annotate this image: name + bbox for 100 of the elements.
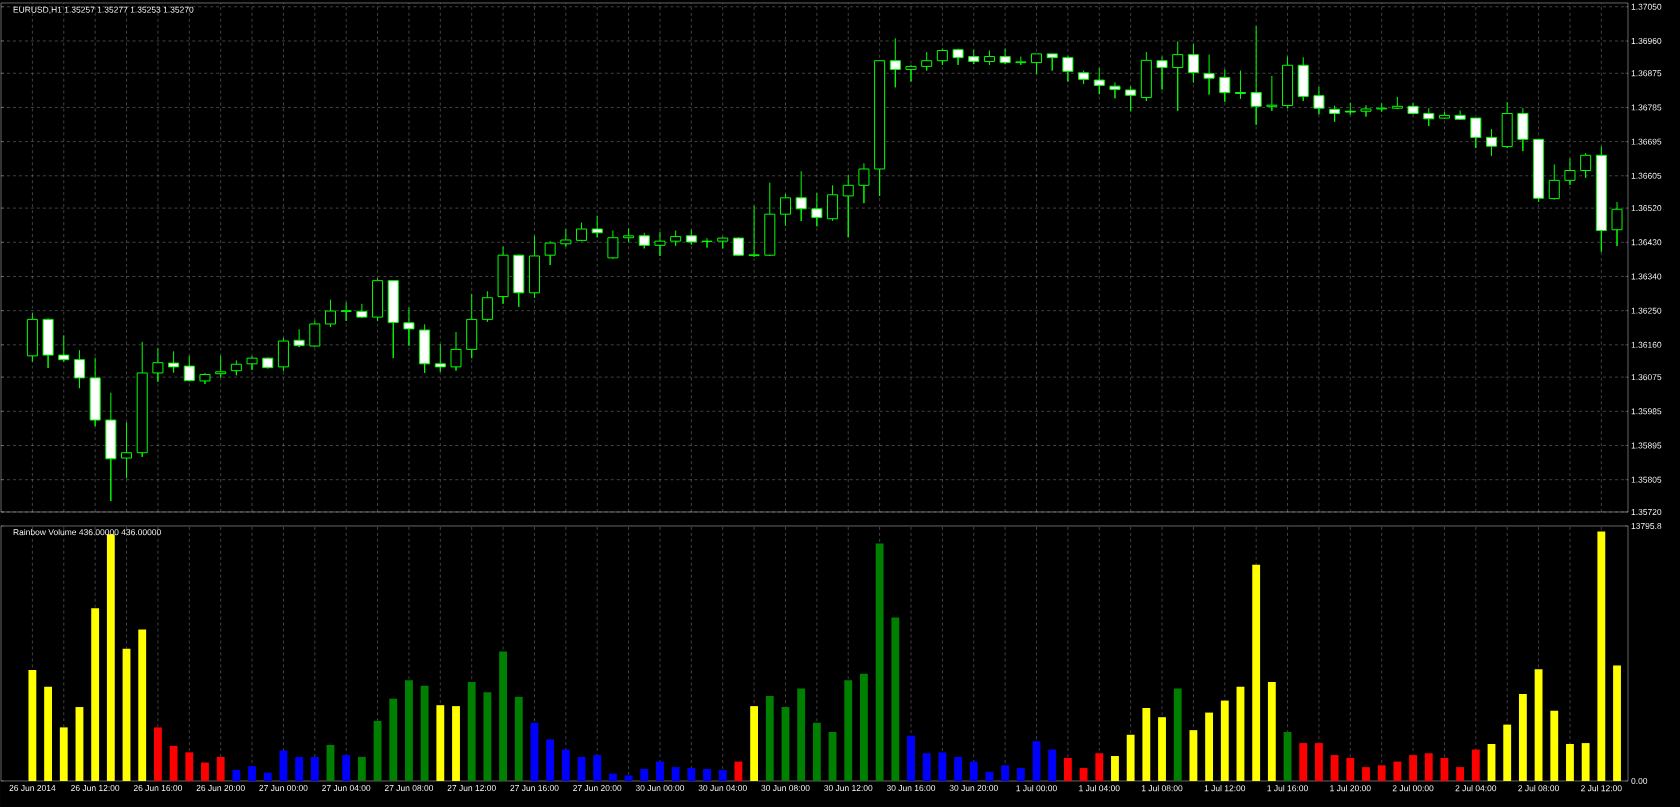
candlestick [1031,53,1043,75]
x-tick-label: 30 Jun 04:00 [698,785,747,791]
candlestick [1078,70,1090,85]
bar [1518,694,1527,781]
candlestick [1329,105,1341,123]
y-tick-label: 1.36605 [1631,172,1662,179]
candlestick [199,372,211,385]
candlestick [528,235,540,299]
bar [248,766,256,781]
bar [734,761,743,781]
x-tick-label: 30 Jun 16:00 [886,785,936,791]
candlestick [246,355,258,371]
bar [232,769,241,781]
bar [389,698,398,781]
candlestick [999,48,1011,65]
bar [357,756,366,781]
y-tick-label: 1.36430 [1631,239,1662,246]
y-tick-label: 1.36695 [1631,138,1662,145]
bar [452,706,460,781]
candlestick [481,290,493,323]
bar [1189,730,1198,781]
candlestick [560,228,572,247]
bar [812,722,821,781]
bar [1424,753,1433,781]
x-tick-label: 30 Jun 20:00 [949,785,998,791]
bar [342,755,351,781]
bar [954,756,962,781]
candlestick [466,293,478,359]
candlestick [1344,102,1356,116]
candlestick [795,170,807,222]
candlestick [230,359,242,376]
x-tick-label: 27 Jun 00:00 [259,785,308,791]
bar [185,752,194,781]
y-tick-label: 1.36340 [1631,273,1662,280]
bar [405,680,413,781]
candlestick [779,193,792,227]
bar [1126,734,1135,781]
candlestick [1485,128,1498,157]
candlestick [356,303,368,319]
bar [1377,765,1386,781]
candlestick [1015,56,1027,66]
y-tick-label: 1.36250 [1631,307,1662,314]
x-tick-label: 1 Jul 16:00 [1267,785,1308,792]
bar [138,629,147,781]
candlestick [1250,25,1262,126]
x-tick-label: 1 Jul 08:00 [1141,785,1183,792]
bar [310,756,319,781]
bar [750,706,759,781]
bar [1409,755,1417,781]
candlestick [293,328,305,348]
candlestick [748,205,760,258]
candlestick [983,49,995,66]
candlestick [1062,55,1074,83]
x-tick-label: 30 Jun 12:00 [824,785,873,791]
y-tick-label: 1.35720 [1631,508,1662,515]
candlestick [936,48,948,66]
bar [1566,744,1574,781]
x-tick-label: 27 Jun 16:00 [510,785,559,791]
candlestick [1470,117,1482,149]
bar [640,768,649,781]
candlestick [1140,51,1152,102]
candlestick [1125,85,1137,112]
candlestick [1109,81,1121,99]
candlestick [1501,101,1513,149]
bar [1173,688,1182,781]
candlestick [701,237,713,249]
bar [1393,761,1402,781]
candlestick [1517,107,1529,152]
candlestick [921,51,933,72]
bar [106,534,115,781]
x-tick-label: 1 Jul 12:00 [1204,785,1246,792]
candlestick [497,245,509,305]
candlestick [152,347,164,383]
bar [561,749,570,781]
bar [28,670,37,781]
bar [420,685,429,781]
x-tick-label: 27 Jun 08:00 [384,785,434,791]
candlestick [1376,102,1388,113]
bar [295,756,304,781]
candlestick [262,356,274,369]
bar [1220,700,1229,781]
bar [1048,749,1057,781]
y-tick-label: 1.35985 [1631,408,1662,415]
bar [891,617,900,781]
candlestick [1219,68,1231,103]
candlestick [1297,56,1309,102]
bar [718,769,727,781]
candlestick [1360,104,1372,118]
bar [1267,682,1276,781]
bar [1142,707,1151,781]
bar [514,696,523,781]
x-tick-label: 2 Jul 12:00 [1581,785,1622,792]
bar [216,756,225,781]
candlestick [638,232,650,249]
bar [1063,757,1072,781]
y-tick-label: 1.36875 [1631,70,1662,77]
candlestick [1203,54,1215,96]
candlestick [387,279,399,359]
bar [797,688,806,781]
bar [153,727,162,781]
